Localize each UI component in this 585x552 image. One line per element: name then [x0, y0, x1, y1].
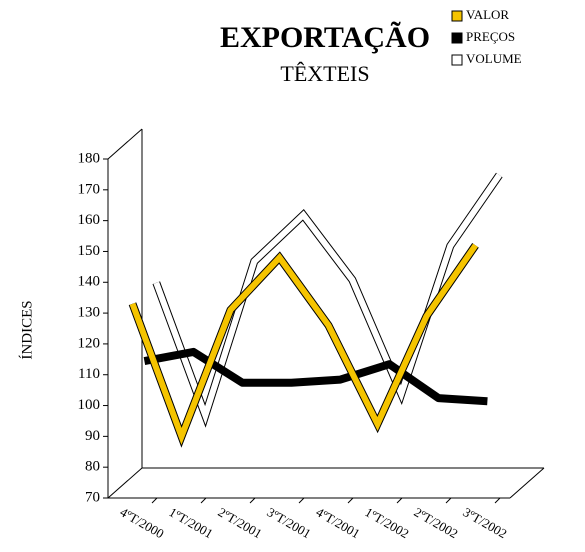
tick-mark	[151, 497, 158, 504]
y-tick-label: 120	[78, 335, 101, 351]
x-tick-label: 4ºT/2001	[314, 504, 363, 541]
tick-mark	[249, 497, 256, 504]
tick-mark	[396, 497, 403, 504]
y-tick-label: 130	[78, 305, 101, 321]
line	[143, 347, 488, 406]
line-outline	[128, 243, 479, 448]
legend-label: VOLUME	[466, 51, 522, 66]
legend-label: VALOR	[466, 7, 509, 22]
tick-mark	[494, 497, 501, 504]
x-tick-label: 3ºT/2001	[265, 504, 314, 541]
x-tick-label: 2ºT/2002	[412, 504, 461, 541]
tick-mark	[298, 497, 305, 504]
legend-swatch	[451, 54, 463, 66]
legend-swatch	[451, 32, 463, 44]
x-tick-label: 1ºT/2001	[167, 504, 216, 541]
y-tick-label: 70	[85, 489, 100, 505]
x-tick-label: 2ºT/2001	[216, 504, 265, 541]
line	[153, 173, 502, 425]
tick-mark	[347, 497, 354, 504]
line	[129, 243, 478, 445]
x-tick-label: 1ºT/2002	[363, 504, 412, 541]
y-tick-label: 160	[78, 212, 101, 228]
chart-subtitle: TÊXTEIS	[280, 61, 369, 86]
axis	[509, 467, 545, 499]
legend-label: PREÇOS	[466, 29, 515, 44]
y-tick-label: 140	[78, 274, 101, 290]
y-tick-label: 80	[85, 459, 100, 475]
y-axis-label: ÍNDICES	[18, 300, 35, 359]
legend-swatch	[451, 10, 463, 22]
axis	[107, 467, 143, 499]
y-tick-label: 100	[78, 397, 101, 413]
x-tick-label: 4ºT/2000	[118, 504, 167, 541]
chart-title: EXPORTAÇÃO	[220, 21, 430, 54]
tick-mark	[200, 497, 207, 504]
y-tick-label: 90	[85, 428, 100, 444]
y-tick-label: 180	[78, 150, 101, 166]
x-tick-label: 3ºT/2002	[461, 504, 510, 541]
y-tick-label: 150	[78, 243, 101, 259]
y-tick-label: 110	[78, 366, 100, 382]
tick-mark	[445, 497, 452, 504]
axis	[107, 128, 143, 160]
y-tick-label: 170	[78, 181, 101, 197]
